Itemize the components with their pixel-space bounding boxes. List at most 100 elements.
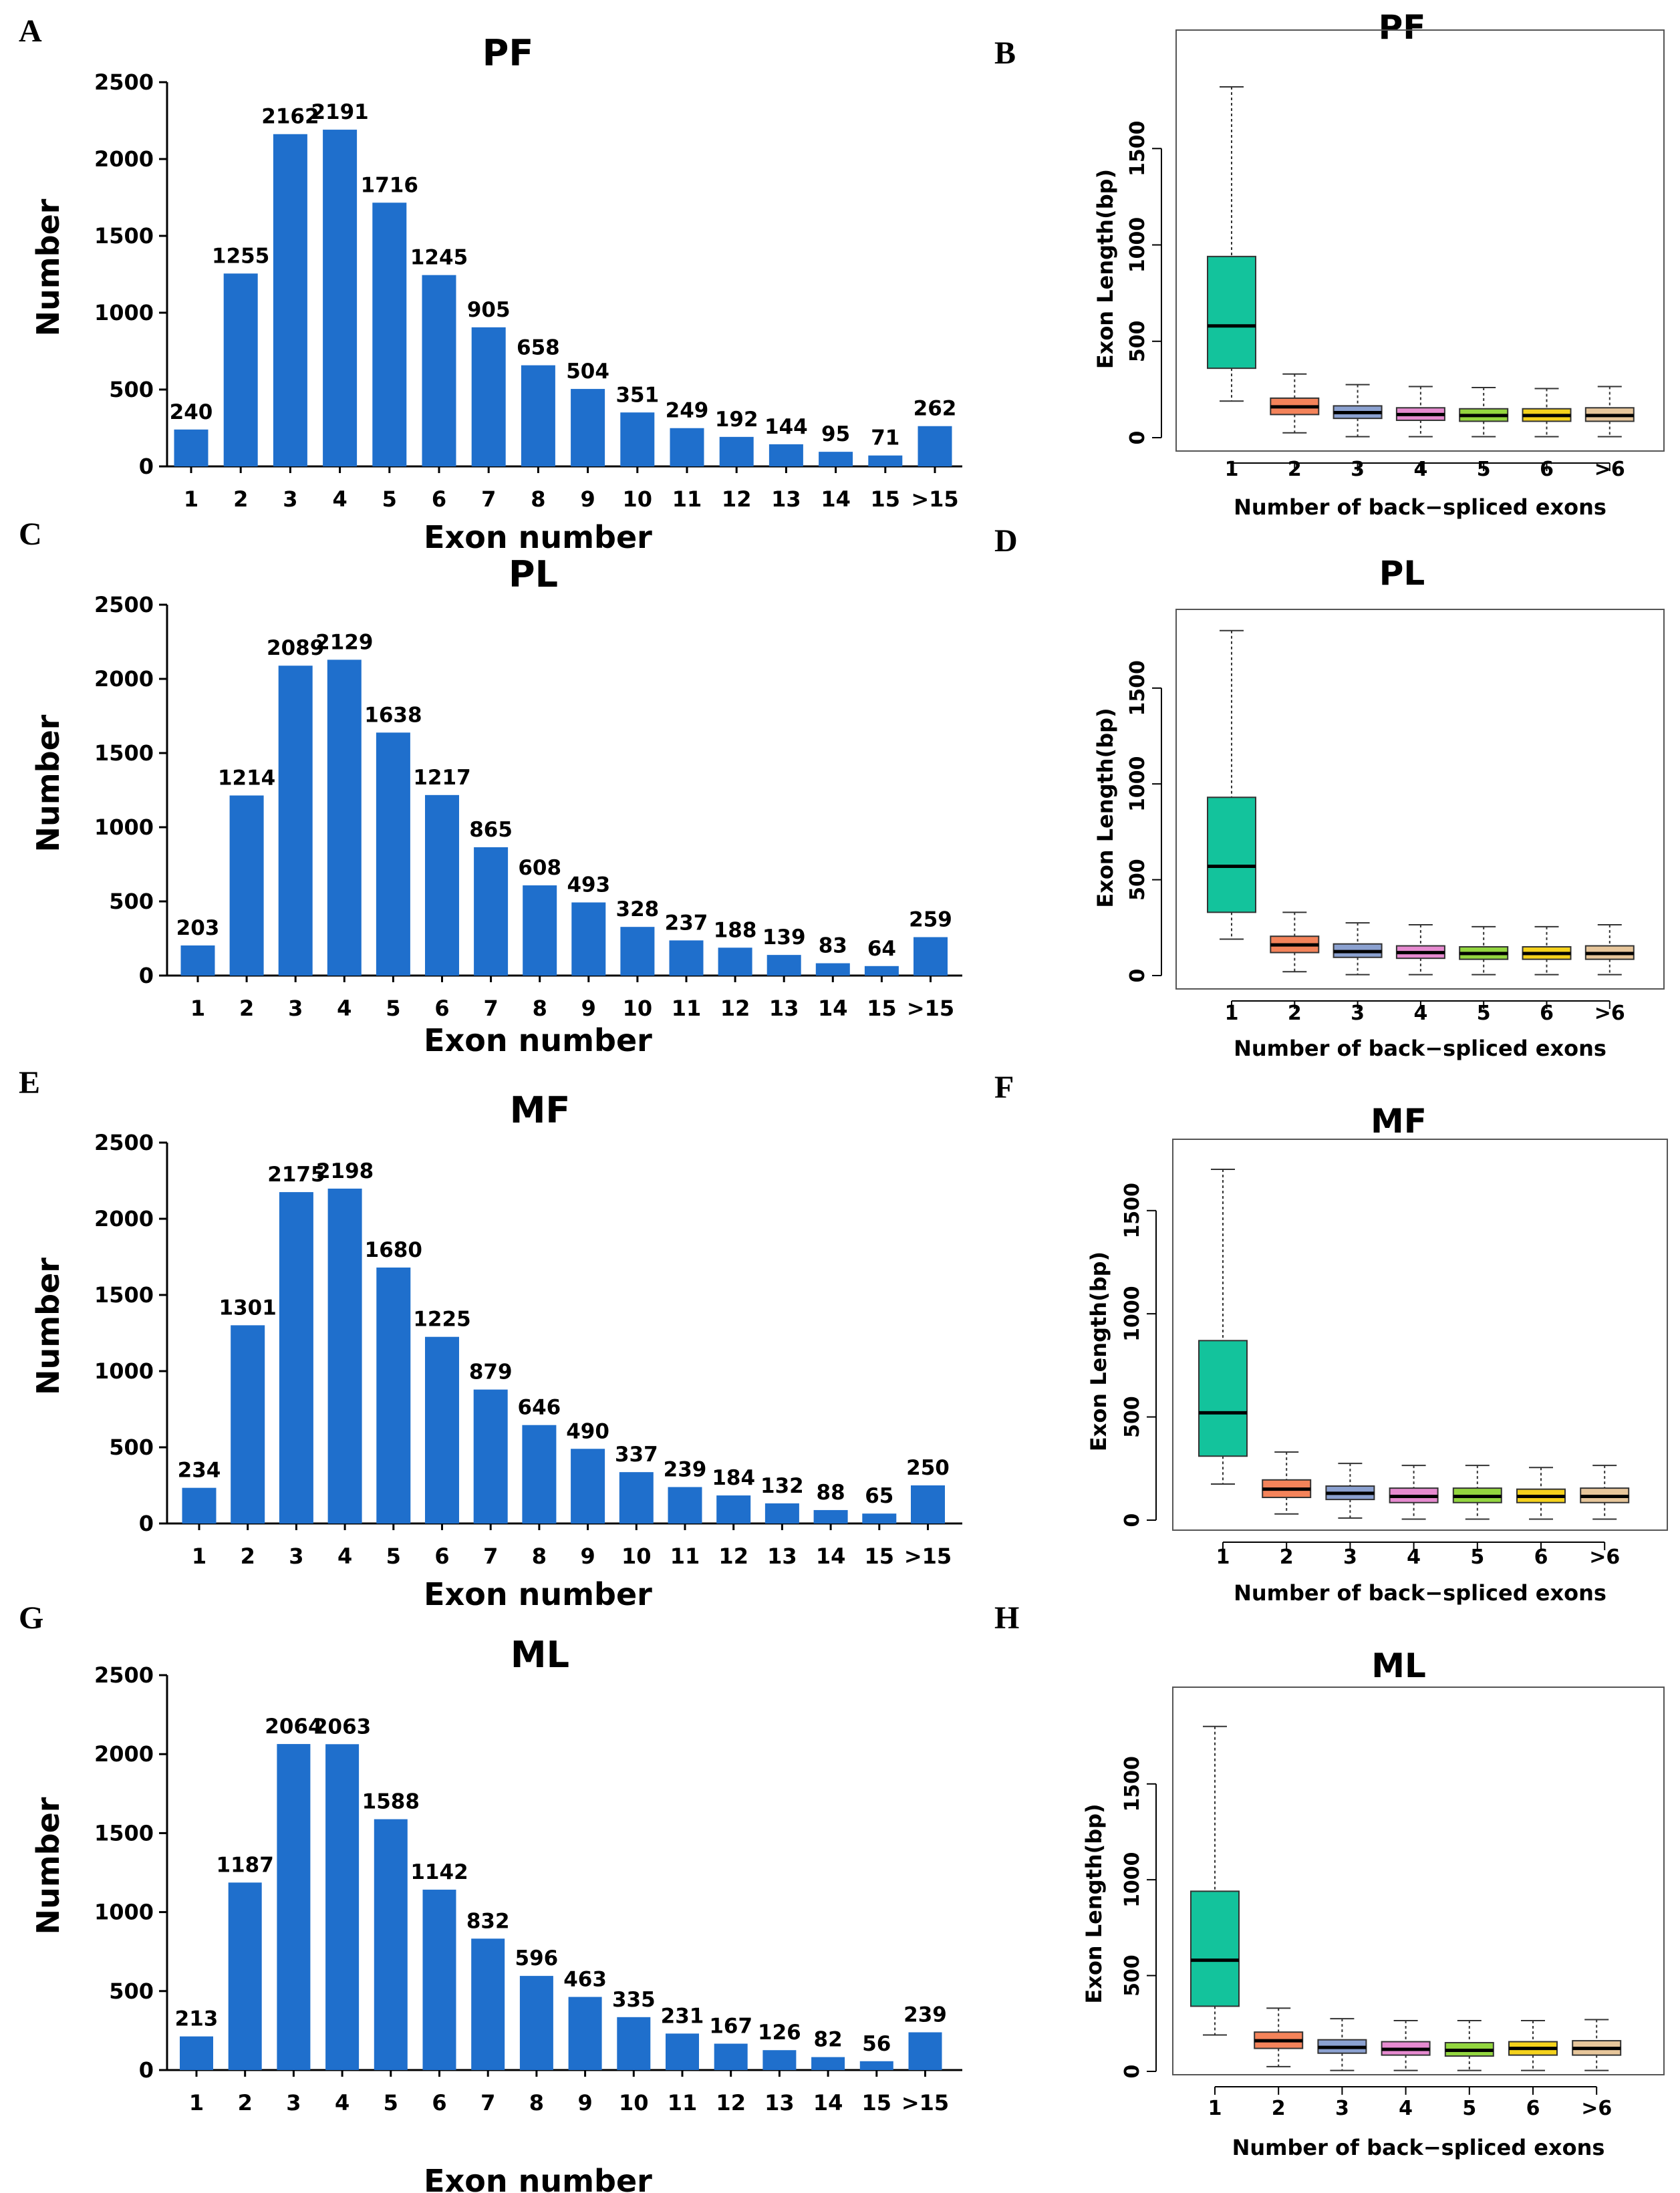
- data-label: 1142: [410, 1860, 468, 1884]
- y-tick-label: 2500: [94, 1662, 154, 1688]
- bar: [908, 2032, 942, 2070]
- data-label: 1225: [413, 1308, 470, 1332]
- y-tick-label: 1000: [1126, 217, 1149, 273]
- chart-title: PL: [509, 553, 558, 595]
- data-label: 658: [517, 336, 560, 360]
- x-tick-label: 4: [1407, 1546, 1421, 1569]
- y-tick-label: 0: [139, 963, 154, 988]
- x-tick-label: 9: [577, 2090, 592, 2115]
- panel-label-d: D: [994, 523, 1018, 559]
- bar: [376, 732, 410, 976]
- box-3: [1333, 922, 1383, 976]
- x-tick-label: 15: [865, 1544, 895, 1569]
- chart-title: PF: [1379, 8, 1426, 47]
- y-tick-label: 1000: [94, 1900, 154, 1925]
- bar: [425, 1336, 459, 1523]
- y-axis-title: Number: [30, 1797, 66, 1934]
- data-label: 1716: [361, 173, 418, 197]
- x-tick-label: 3: [288, 996, 303, 1021]
- x-tick-label: >6: [1594, 1002, 1625, 1025]
- data-label: 1680: [365, 1238, 422, 1262]
- bar: [813, 1509, 848, 1523]
- bar: [714, 2043, 748, 2070]
- x-tick-label: 6: [1526, 2097, 1540, 2120]
- data-label: 490: [566, 1419, 609, 1443]
- box-6: [1522, 925, 1572, 976]
- y-tick-label: 2000: [94, 666, 154, 692]
- x-tick-label: 1: [1216, 1546, 1230, 1569]
- bar: [180, 945, 215, 976]
- box-5: [1459, 387, 1509, 438]
- y-tick-label: 1500: [94, 740, 154, 766]
- bar: [182, 1487, 217, 1523]
- box-6: [1516, 1467, 1566, 1520]
- x-tick-label: 12: [720, 996, 750, 1021]
- box-3: [1333, 384, 1383, 438]
- x-tick-label: 5: [1477, 1002, 1491, 1025]
- x-tick-label: 1: [1208, 2097, 1222, 2120]
- bar-chart-g: GML0500100015002000250012132118732064420…: [19, 1600, 962, 2193]
- x-tick-label: 5: [382, 486, 397, 512]
- x-tick-label: 3: [1343, 1546, 1357, 1569]
- x-tick-label: 4: [1413, 1002, 1427, 1025]
- x-tick-label: 6: [434, 1544, 449, 1569]
- box-2: [1262, 1451, 1312, 1515]
- box-4: [1395, 386, 1445, 438]
- x-tick-label: 10: [623, 486, 653, 512]
- y-tick-label: 2000: [94, 1741, 154, 1767]
- box-2: [1254, 2007, 1304, 2067]
- panel-label-c: C: [19, 517, 42, 552]
- data-label: 56: [862, 2032, 891, 2056]
- x-tick-label: 13: [767, 1544, 797, 1569]
- box-2: [1270, 911, 1320, 973]
- x-tick-label: 2: [1288, 458, 1302, 481]
- x-tick-label: 5: [386, 1544, 401, 1569]
- data-label: 1217: [413, 766, 470, 790]
- bar: [376, 1267, 411, 1523]
- y-tick-label: 1000: [1121, 1852, 1144, 1908]
- x-axis-title: Number of back−spliced exons: [1232, 2135, 1605, 2160]
- data-label: 144: [764, 415, 808, 439]
- x-tick-label: 5: [384, 2090, 398, 2115]
- bar: [620, 927, 655, 976]
- box-body: [1198, 1340, 1248, 1457]
- data-label: 2191: [311, 100, 368, 124]
- x-tick-label: >15: [911, 486, 958, 512]
- data-label: 2175: [267, 1163, 325, 1187]
- bar: [719, 436, 754, 466]
- y-tick-label: 2500: [94, 592, 154, 617]
- data-label: 646: [518, 1396, 561, 1420]
- x-tick-label: 15: [862, 2090, 892, 2115]
- x-tick-label: 6: [1534, 1546, 1548, 1569]
- data-label: 504: [566, 359, 609, 384]
- data-label: 83: [819, 934, 847, 958]
- box-3: [1317, 2018, 1367, 2071]
- bar-chart-c: CPL0500100015002000250012032121432089421…: [19, 517, 962, 1058]
- bar: [522, 1425, 557, 1523]
- y-tick-label: 1500: [94, 1820, 154, 1846]
- y-tick-label: 1500: [1121, 1183, 1144, 1239]
- boxplot-d: D PL 0 500 1000 1500 1 2 3 4 5 6 >6 Number of back−sp…: [994, 523, 1665, 1061]
- bar: [471, 1938, 505, 2070]
- x-tick-label: 1: [1225, 1002, 1239, 1025]
- y-tick-label: 0: [1121, 2065, 1144, 2079]
- data-label: 250: [906, 1456, 950, 1480]
- bar: [422, 275, 456, 466]
- x-tick-label: 7: [481, 486, 496, 512]
- bar: [868, 455, 903, 466]
- x-tick-label: 11: [668, 2090, 698, 2115]
- x-tick-label: 4: [337, 1544, 352, 1569]
- x-tick-label: 2: [233, 486, 248, 512]
- x-tick-label: 5: [1477, 458, 1491, 481]
- panel-label-b: B: [994, 35, 1016, 71]
- y-axis-title: Exon Length(bp): [1086, 1252, 1111, 1451]
- data-label: 596: [515, 1946, 559, 1970]
- x-tick-label: 6: [1540, 1002, 1554, 1025]
- x-tick-label: 7: [480, 2090, 495, 2115]
- x-tick-label: 11: [672, 486, 702, 512]
- box-gt6: [1572, 2019, 1622, 2071]
- plot-frame: [1172, 1687, 1665, 2075]
- bar: [766, 955, 801, 976]
- data-label: 832: [466, 1909, 510, 1933]
- panel-label-h: H: [994, 1600, 1019, 1636]
